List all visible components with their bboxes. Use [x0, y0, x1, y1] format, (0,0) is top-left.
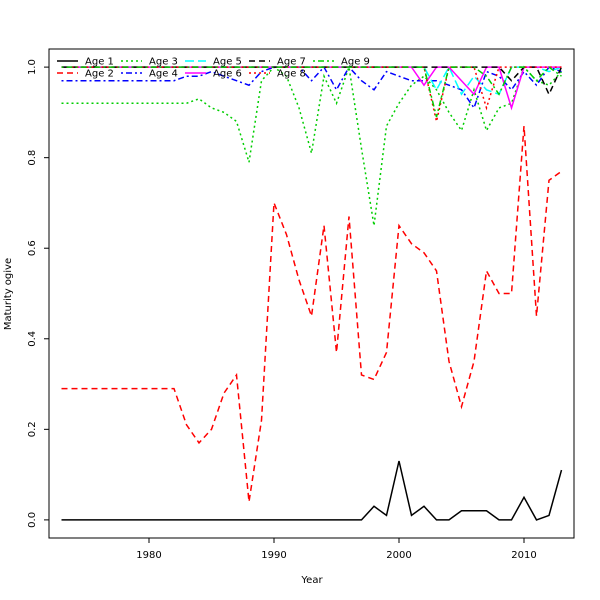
y-tick-label: 0.0 [27, 512, 38, 528]
legend-label-age-4: Age 4 [149, 69, 178, 80]
legend-label-age-1: Age 1 [85, 57, 114, 68]
legend-label-age-3: Age 3 [149, 57, 178, 68]
y-tick-label: 0.2 [27, 421, 38, 437]
series-layer [61, 65, 563, 521]
y-tick-label: 0.4 [27, 331, 38, 347]
y-axis: 0.0 0.2 0.4 0.6 0.8 1.0 [27, 59, 49, 528]
series-line-age-8 [61, 66, 562, 122]
y-tick-label: 0.8 [27, 150, 38, 166]
plot-frame [48, 48, 575, 539]
legend-label-age-2: Age 2 [85, 69, 114, 80]
series-line-age-3 [61, 65, 563, 226]
y-axis-title: Maturity ogive [3, 258, 14, 330]
series-line-age-4 [61, 65, 562, 110]
x-tick-label: 1980 [136, 550, 161, 561]
x-tick-label: 1990 [261, 550, 286, 561]
series-line-age-2 [61, 125, 562, 502]
legend-label-age-6: Age 6 [213, 69, 242, 80]
series-line-age-1 [61, 460, 563, 521]
x-tick-label: 2000 [386, 550, 411, 561]
legend-label-age-8: Age 8 [277, 69, 306, 80]
y-tick-label: 1.0 [27, 59, 38, 75]
legend-label-age-7: Age 7 [277, 57, 306, 68]
x-axis-title: Year [300, 575, 323, 586]
legend-label-age-9: Age 9 [341, 57, 370, 68]
legend-label-age-5: Age 5 [213, 57, 242, 68]
y-tick-label: 0.6 [27, 240, 38, 256]
series-line-age-9 [61, 66, 562, 118]
x-tick-label: 2010 [511, 550, 536, 561]
x-axis: 1980 1990 2000 2010 [136, 538, 537, 561]
